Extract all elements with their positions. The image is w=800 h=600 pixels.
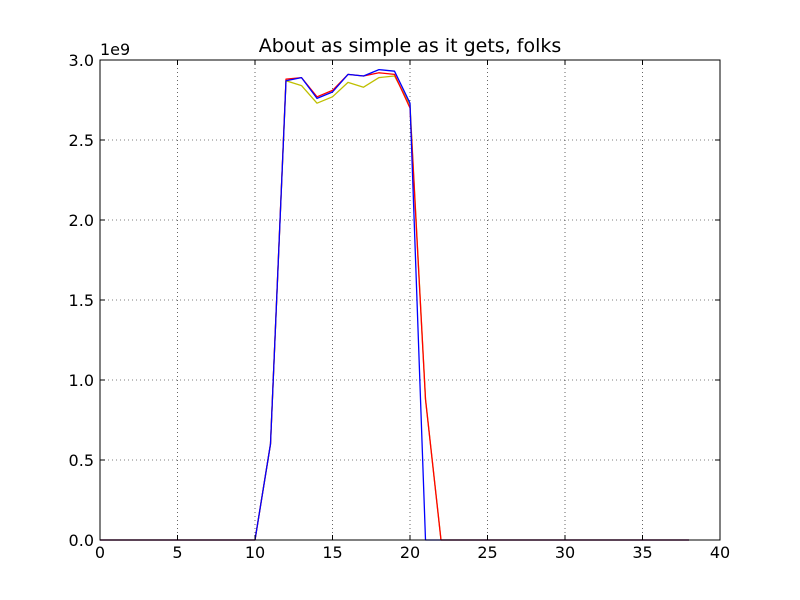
- axis-ticks: [99, 59, 721, 541]
- x-tick-label: 15: [322, 543, 342, 562]
- y-tick-label: 3.0: [69, 51, 94, 70]
- chart-title: About as simple as it gets, folks: [259, 35, 562, 57]
- x-tick-label: 25: [477, 543, 497, 562]
- y-tick-label: 2.5: [69, 131, 94, 150]
- y-tick-label: 0.0: [69, 531, 94, 550]
- x-tick-label: 30: [555, 543, 575, 562]
- y-tick-labels: 0.0 0.5 1.0 1.5 2.0 2.5 3.0: [69, 51, 94, 550]
- x-tick-label: 10: [245, 543, 265, 562]
- x-tick-label: 0: [95, 543, 105, 562]
- grid: [100, 60, 720, 540]
- x-tick-label: 20: [400, 543, 420, 562]
- x-tick-label: 35: [632, 543, 652, 562]
- y-tick-label: 0.5: [69, 451, 94, 470]
- y-tick-label: 1.5: [69, 291, 94, 310]
- x-tick-labels: 0 5 10 15 20 25 30 35 40: [95, 543, 730, 562]
- x-tick-label: 5: [172, 543, 182, 562]
- x-tick-label: 40: [710, 543, 730, 562]
- y-tick-label: 2.0: [69, 211, 94, 230]
- y-tick-label: 1.0: [69, 371, 94, 390]
- y-offset-label: 1e9: [100, 40, 130, 59]
